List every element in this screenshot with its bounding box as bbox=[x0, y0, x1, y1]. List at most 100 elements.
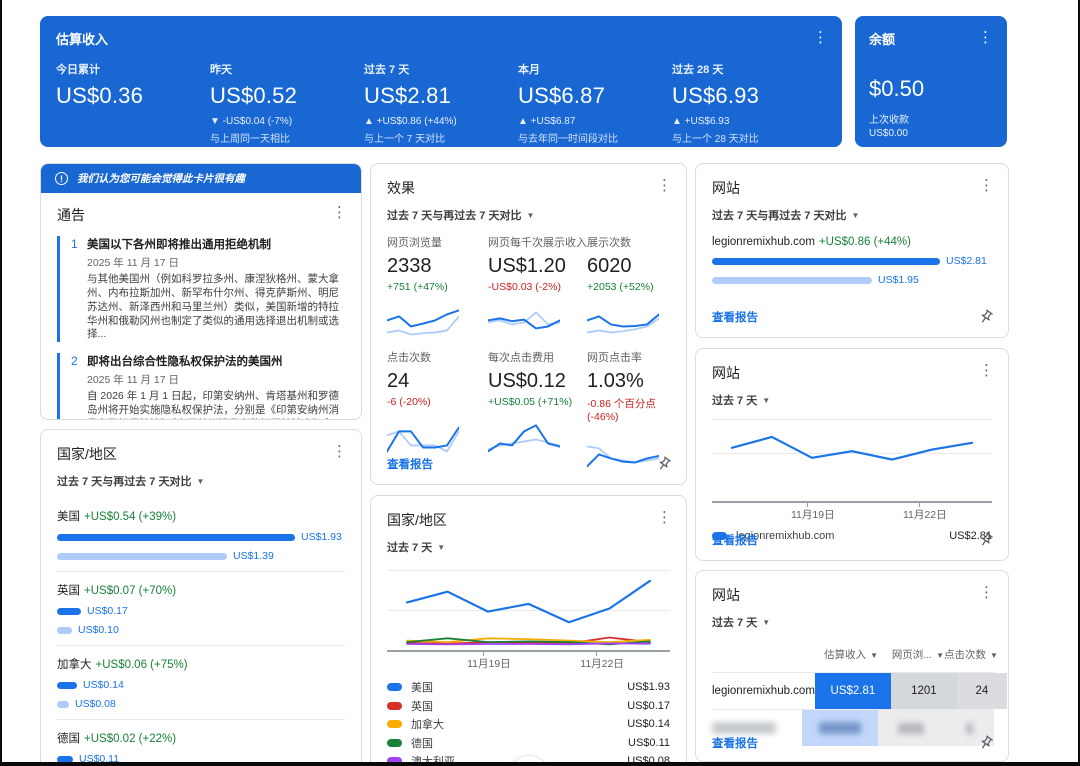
countries-compare-card: 国家/地区 ⋮ 过去 7 天与再过去 7 天对比 ▼ 美国 +US$0.54 (+… bbox=[40, 429, 362, 762]
announcements-card: ! 我们认为您可能会觉得此卡片很有趣 通告 ⋮ 1 美国以下各州即将推出通用拒绝… bbox=[40, 163, 362, 420]
dropdown-caret-icon: ▼ bbox=[762, 617, 771, 627]
metric-label: 展示次数 bbox=[587, 237, 632, 249]
earnings-col-delta: ▼ -US$0.04 (-7%) bbox=[210, 116, 293, 127]
kebab-menu-icon[interactable]: ⋮ bbox=[979, 362, 994, 379]
legend-item[interactable]: 澳大利亚 US$0.08 bbox=[387, 752, 670, 766]
date-range-dropdown[interactable]: 过去 7 天与再过去 7 天对比 ▼ bbox=[57, 473, 204, 489]
kebab-menu-icon[interactable]: ⋮ bbox=[332, 443, 347, 460]
metric-ctr: 网页点击率 1.03% -0.86 个百分点 (-46%) bbox=[587, 349, 670, 473]
metric-delta: -0.86 个百分点 (-46%) bbox=[587, 398, 656, 423]
redacted-block bbox=[898, 722, 924, 734]
table-row-redacted[interactable] bbox=[712, 709, 994, 746]
country-delta: +US$0.07 (+70%) bbox=[84, 585, 177, 597]
gridline bbox=[712, 419, 992, 420]
country-name: 美国 bbox=[57, 511, 80, 523]
metric-value: US$1.20 bbox=[488, 255, 566, 277]
kebab-menu-icon[interactable]: ⋮ bbox=[813, 29, 828, 46]
earnings-col-value: US$2.81 bbox=[364, 83, 452, 108]
x-axis-label: 11月19日 bbox=[467, 658, 511, 670]
pin-icon[interactable] bbox=[653, 453, 675, 475]
metric-clicks: 点击次数 24 -6 (-20%) bbox=[387, 349, 488, 473]
legend-item[interactable]: 美国 US$1.93 bbox=[387, 678, 670, 697]
date-range-dropdown[interactable]: 过去 7 天 ▼ bbox=[712, 392, 770, 408]
x-axis-label: 11月19日 bbox=[791, 509, 835, 521]
current-bar bbox=[57, 533, 295, 541]
announcement-body: 自 2026 年 1 月 1 日起，印第安纳州、肯塔基州和罗德岛州将开始实施隐私… bbox=[87, 390, 340, 419]
pin-icon[interactable] bbox=[975, 306, 997, 328]
announcement-item[interactable]: 2 即将出台综合性隐私权保护法的美国州 2025 年 11 月 17 日 自 2… bbox=[57, 353, 345, 419]
view-report-link[interactable]: 查看报告 bbox=[712, 738, 758, 750]
gridline bbox=[712, 453, 992, 454]
legend-item[interactable]: 加拿大 US$0.14 bbox=[387, 715, 670, 734]
pageviews-cell: 1201 bbox=[890, 673, 957, 709]
kebab-menu-icon[interactable]: ⋮ bbox=[979, 177, 994, 194]
date-range-label: 过去 7 天与再过去 7 天对比 bbox=[387, 210, 522, 222]
country-row: 美国 +US$0.54 (+39%) US$1.93 US$1.39 bbox=[57, 498, 345, 571]
kebab-menu-icon[interactable]: ⋮ bbox=[657, 509, 672, 526]
axis-tick bbox=[919, 503, 921, 507]
pin-icon[interactable] bbox=[975, 732, 997, 754]
balance-title: 余额 bbox=[869, 32, 896, 47]
column-header-revenue[interactable]: 估算收入 ▼ bbox=[802, 647, 878, 662]
metric-cpc: 每次点击费用 US$0.12 +US$0.05 (+71%) bbox=[488, 349, 587, 473]
column-header-label: 网页浏... bbox=[891, 649, 933, 661]
kebab-menu-icon[interactable]: ⋮ bbox=[978, 29, 993, 46]
date-range-dropdown[interactable]: 过去 7 天 ▼ bbox=[712, 614, 770, 630]
sites-compare-card: 网站 ⋮ 过去 7 天与再过去 7 天对比 ▼ legionremixhub.c… bbox=[695, 163, 1009, 338]
legend-item[interactable]: legionremixhub.com US$2.81 bbox=[712, 527, 992, 546]
kebab-menu-icon[interactable]: ⋮ bbox=[979, 584, 994, 601]
redacted-block bbox=[712, 722, 776, 734]
site-delta: +US$0.86 (+44%) bbox=[818, 236, 911, 248]
date-range-dropdown[interactable]: 过去 7 天与再过去 7 天对比 ▼ bbox=[712, 207, 859, 223]
pageviews-cell-redacted bbox=[878, 710, 944, 746]
country-name: 加拿大 bbox=[57, 659, 92, 671]
legend-value: US$0.08 bbox=[627, 755, 670, 766]
kebab-menu-icon[interactable]: ⋮ bbox=[657, 177, 672, 194]
last-payment-label: 上次收款 bbox=[869, 115, 909, 126]
legend-item[interactable]: 德国 US$0.11 bbox=[387, 734, 670, 753]
legend-dot bbox=[712, 532, 727, 541]
legend-dot bbox=[387, 683, 402, 692]
view-report-link[interactable]: 查看报告 bbox=[712, 535, 758, 547]
view-report-link[interactable]: 查看报告 bbox=[387, 459, 433, 471]
legend-name: 美国 bbox=[411, 682, 433, 695]
metric-label: 网页点击率 bbox=[587, 352, 643, 364]
sparkline-chart bbox=[387, 416, 459, 458]
legend-value: US$1.93 bbox=[627, 681, 670, 694]
previous-bar bbox=[57, 700, 69, 708]
performance-title: 效果 bbox=[387, 180, 415, 196]
date-range-dropdown[interactable]: 过去 7 天与再过去 7 天对比 ▼ bbox=[387, 207, 534, 223]
gridline bbox=[387, 570, 670, 571]
announcement-number: 2 bbox=[57, 353, 87, 419]
legend-dot bbox=[387, 701, 402, 710]
table-row[interactable]: legionremixhub.com US$2.81 1201 24 bbox=[712, 672, 1007, 709]
pin-icon[interactable] bbox=[975, 529, 997, 551]
promo-banner: ! 我们认为您可能会觉得此卡片很有趣 bbox=[41, 164, 361, 193]
sparkline-chart bbox=[387, 301, 459, 343]
sparkline-chart bbox=[587, 431, 659, 473]
announcement-item[interactable]: 1 美国以下各州即将推出通用拒绝机制 2025 年 11 月 17 日 与其他美… bbox=[57, 236, 345, 343]
date-range-dropdown[interactable]: 过去 7 天 ▼ bbox=[387, 539, 445, 555]
column-header-pageviews[interactable]: 网页浏... ▼ bbox=[878, 647, 944, 662]
collapse-button[interactable] bbox=[509, 756, 548, 762]
legend-value: US$0.17 bbox=[627, 699, 670, 712]
earnings-col-delta: ▲ +US$6.87 bbox=[518, 116, 576, 127]
gridline bbox=[387, 610, 670, 611]
kebab-menu-icon[interactable]: ⋮ bbox=[332, 204, 347, 221]
earnings-col-label: 过去 7 天 bbox=[364, 64, 410, 76]
legend-name: 英国 bbox=[411, 700, 433, 713]
redacted-block bbox=[819, 722, 861, 734]
cards-grid: ! 我们认为您可能会觉得此卡片很有趣 通告 ⋮ 1 美国以下各州即将推出通用拒绝… bbox=[40, 163, 1009, 766]
view-report-link[interactable]: 查看报告 bbox=[712, 312, 758, 324]
legend-item[interactable]: 英国 US$0.17 bbox=[387, 697, 670, 716]
sparkline-chart bbox=[488, 301, 560, 343]
earnings-col-month: 本月 US$6.87 ▲ +US$6.87 与去年同一时间段对比 bbox=[518, 61, 672, 145]
metric-value: 1.03% bbox=[587, 370, 644, 392]
column-header-clicks[interactable]: 点击次数 ▼ bbox=[944, 647, 998, 662]
country-name: 德国 bbox=[57, 733, 80, 745]
metric-delta: -US$0.03 (-2%) bbox=[488, 281, 561, 293]
bar-value: US$2.81 bbox=[946, 255, 987, 267]
performance-card: 效果 ⋮ 过去 7 天与再过去 7 天对比 ▼ 网页浏览量 2338 +751 … bbox=[370, 163, 687, 485]
metric-rpm: 网页每千次展示收入 US$1.20 -US$0.03 (-2%) bbox=[488, 234, 587, 343]
line-chart-svg bbox=[712, 419, 992, 487]
